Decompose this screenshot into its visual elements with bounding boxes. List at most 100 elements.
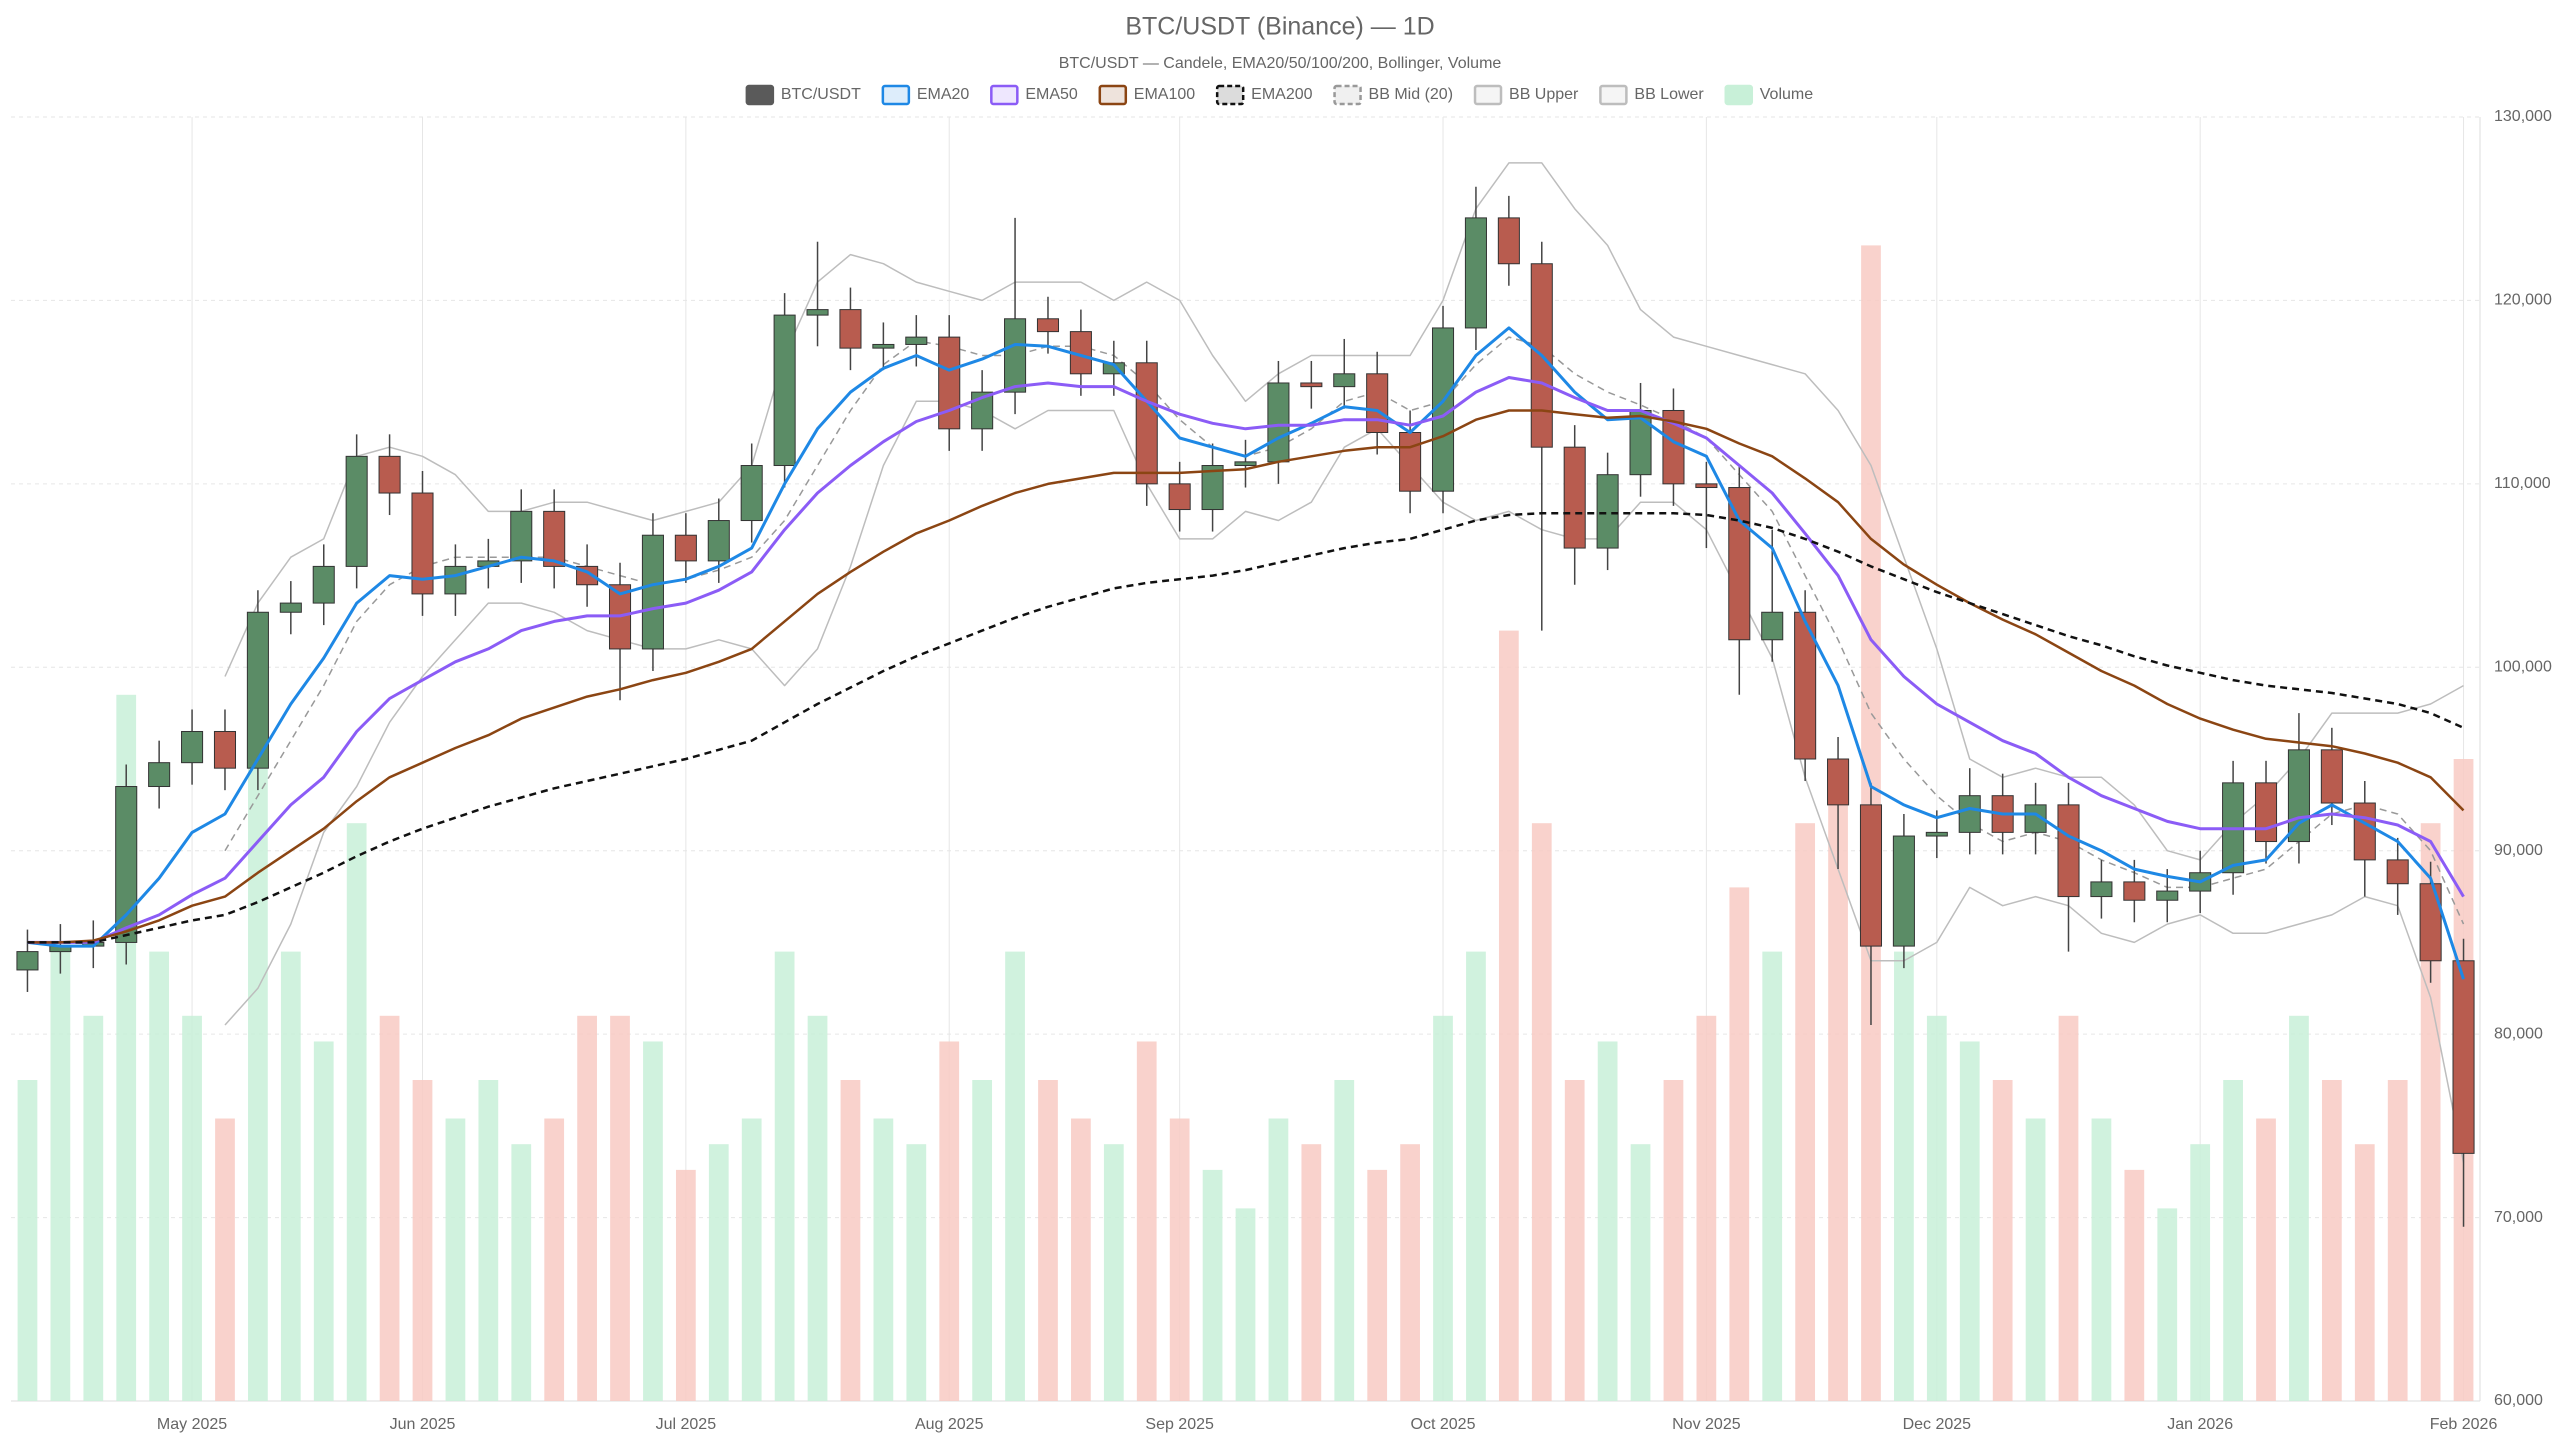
candle-body xyxy=(2320,749,2343,804)
line-series xyxy=(27,511,2465,944)
candle-body xyxy=(1629,409,1652,476)
legend-item: BB Upper xyxy=(1473,84,1579,106)
volume-bar xyxy=(1531,823,1552,1401)
legend-label: EMA200 xyxy=(1251,86,1312,103)
candle-body xyxy=(1497,217,1520,265)
volume-bar xyxy=(1663,1080,1684,1401)
volume-bar xyxy=(1433,1015,1453,1401)
volume-bar xyxy=(412,1080,433,1401)
candle-body xyxy=(2024,804,2047,833)
legend-swatch xyxy=(1724,84,1754,106)
legend-label: BTC/USDT xyxy=(781,86,861,103)
volume-bar xyxy=(1959,1041,1980,1401)
line-series xyxy=(27,326,2465,980)
volume-bar xyxy=(2223,1080,2243,1401)
volume-bar xyxy=(906,1144,927,1401)
candle-body xyxy=(213,730,237,769)
legend-label: BB Mid (20) xyxy=(1369,86,1453,103)
candle-body xyxy=(279,602,302,613)
candle-body xyxy=(1004,318,1027,393)
volume-bar xyxy=(1696,1015,1717,1401)
y-tick-label: 120,000 xyxy=(2494,292,2552,309)
candle-body xyxy=(312,565,335,604)
chart-title: BTC/USDT (Binance) — 1D xyxy=(1125,13,1434,41)
candle-body xyxy=(510,510,533,562)
volume-bar xyxy=(2256,1118,2276,1401)
legend-item: EMA50 xyxy=(990,84,1078,106)
line-series xyxy=(27,409,2465,944)
volume-bar xyxy=(1038,1080,1058,1401)
candle-body xyxy=(938,336,961,430)
volume-bar xyxy=(1630,1144,1651,1401)
candle-body xyxy=(2123,881,2146,901)
volume-bar xyxy=(675,1169,696,1401)
candle-body xyxy=(2090,881,2113,898)
candle-body xyxy=(543,510,566,567)
legend-item: BB Lower xyxy=(1599,84,1704,106)
candle-body xyxy=(1102,362,1125,375)
candle-body xyxy=(2452,960,2475,1154)
volume-bar xyxy=(248,759,268,1401)
volume-bar xyxy=(346,823,367,1401)
candle-body xyxy=(1168,483,1191,511)
volume-bar xyxy=(610,1015,630,1401)
volume-bar xyxy=(1828,759,1848,1401)
y-tick-label: 80,000 xyxy=(2494,1025,2543,1042)
y-tick-label: 100,000 xyxy=(2494,659,2552,676)
volume-bar xyxy=(1103,1144,1124,1401)
y-tick-label: 60,000 xyxy=(2494,1392,2543,1409)
volume-bar xyxy=(313,1041,334,1401)
x-tick-label: Jul 2025 xyxy=(656,1416,717,1433)
candle-body xyxy=(1925,831,1948,837)
volume-bar xyxy=(2420,823,2441,1401)
candle-body xyxy=(905,336,928,345)
y-tick-label: 130,000 xyxy=(2494,108,2552,125)
candle-body xyxy=(839,309,862,349)
candle-body xyxy=(2386,859,2409,885)
x-tick-label: Dec 2025 xyxy=(1903,1416,1972,1433)
volume-bar xyxy=(1597,1041,1618,1401)
candle-body xyxy=(707,520,730,562)
x-tick-label: Jan 2026 xyxy=(2167,1416,2233,1433)
x-tick-label: Oct 2025 xyxy=(1411,1416,1476,1433)
candle-body xyxy=(1464,217,1487,329)
candle-body xyxy=(2254,782,2278,843)
volume-bar xyxy=(873,1118,894,1401)
legend-label: EMA50 xyxy=(1025,86,1078,103)
legend-swatch xyxy=(1333,84,1362,106)
x-tick-label: Feb 2026 xyxy=(2430,1416,2498,1433)
candle-body xyxy=(1827,758,1850,806)
candle-body xyxy=(444,565,467,595)
candle-body xyxy=(1695,483,1718,489)
candle-body xyxy=(1794,611,1817,760)
volume-bar xyxy=(1564,1080,1585,1401)
volume-bar xyxy=(2025,1118,2046,1401)
legend-label: EMA20 xyxy=(917,86,970,103)
legend-item: EMA20 xyxy=(881,84,970,106)
y-tick-label: 70,000 xyxy=(2494,1209,2543,1226)
volume-bar xyxy=(50,951,71,1401)
legend-label: Volume xyxy=(1760,86,1813,103)
candle-body xyxy=(1958,795,1981,833)
candle-body xyxy=(971,391,994,430)
candle-body xyxy=(411,492,434,595)
volume-bar xyxy=(478,1080,499,1401)
volume-bar xyxy=(1795,823,1816,1401)
line-series xyxy=(27,376,2465,944)
volume-bar xyxy=(1992,1080,2013,1401)
chart-subtitle: BTC/USDT — Candele, EMA20/50/100/200, Bo… xyxy=(1059,55,1502,72)
y-tick-label: 90,000 xyxy=(2494,842,2543,859)
candle-body xyxy=(181,730,204,764)
legend-swatch xyxy=(990,84,1019,106)
candle-body xyxy=(1366,373,1389,433)
candle-body xyxy=(773,314,796,467)
x-tick-label: May 2025 xyxy=(157,1416,227,1433)
volume-bar xyxy=(83,1015,104,1401)
volume-bar xyxy=(577,1015,597,1401)
legend-item: Volume xyxy=(1724,84,1813,106)
volume-bar xyxy=(2190,1144,2211,1401)
volume-bar xyxy=(1498,630,1519,1401)
volume-bar xyxy=(17,1080,38,1401)
candle-body xyxy=(246,611,269,769)
